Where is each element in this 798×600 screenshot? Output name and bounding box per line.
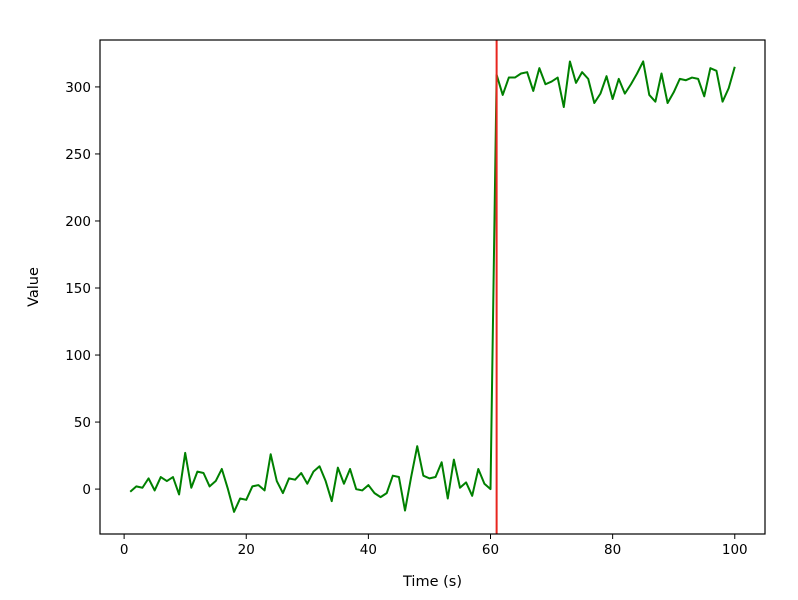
plot-content	[129, 40, 736, 534]
x-tick-label: 40	[360, 542, 377, 558]
x-tick-label: 0	[120, 542, 129, 558]
y-tick-label: 200	[65, 214, 91, 230]
x-tick-label: 80	[604, 542, 621, 558]
y-tick-label: 100	[65, 348, 91, 364]
x-tick-label: 100	[722, 542, 748, 558]
y-tick-label: 150	[65, 281, 91, 297]
y-tick-label: 50	[74, 415, 91, 431]
x-tick-label: 60	[482, 542, 499, 558]
y-tick-label: 250	[65, 147, 91, 163]
x-axis-label: Time (s)	[402, 574, 462, 590]
series-line-1	[129, 60, 736, 513]
y-axis-ticks: 0 50 100 150 200 250 300	[65, 80, 100, 498]
y-axis-label: Value	[26, 267, 42, 307]
y-tick-label: 0	[82, 482, 91, 498]
plot-frame	[99, 39, 766, 535]
x-axis-ticks: 0 20 40 60 80 100	[120, 534, 748, 558]
y-tick-label: 300	[65, 80, 91, 96]
x-tick-label: 20	[238, 542, 255, 558]
